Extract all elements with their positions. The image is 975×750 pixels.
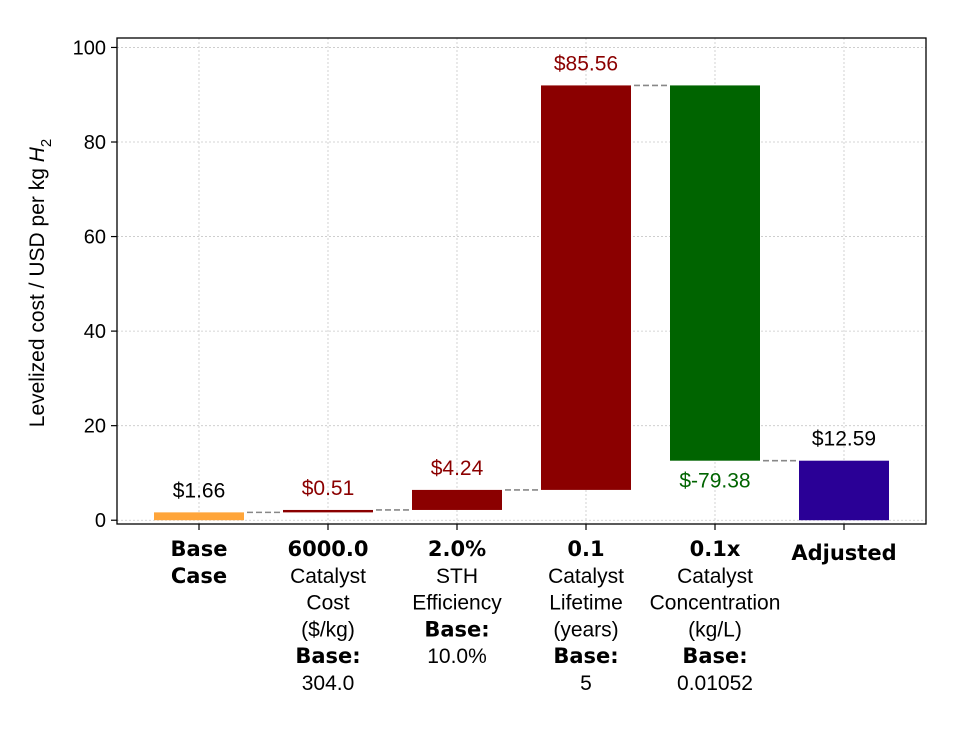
x-category-label-1-line-3: ($/kg) <box>301 618 355 641</box>
x-category-label-3-line-5: 5 <box>580 672 592 695</box>
x-category-label-4-line-2: Concentration <box>650 592 781 615</box>
x-category-label-1-line-1: Catalyst <box>290 565 366 588</box>
bar-4 <box>670 85 760 461</box>
connectors <box>247 84 796 514</box>
x-category-label-0: Base Case <box>171 537 228 588</box>
x-category-label-1-line-0: 6000.0 <box>287 537 368 561</box>
y-axis-label-subscript: 2 <box>38 139 55 147</box>
y-axis: 0 20 40 60 80 100 <box>73 37 845 532</box>
x-category-label-4: 0.1x Catalyst Concentration (kg/L) Base: 0.01… <box>650 537 781 695</box>
y-tick-label-4: 80 <box>84 132 106 154</box>
x-category-label-0-line-1: Case <box>171 564 227 588</box>
bar-0 <box>154 512 244 521</box>
y-axis-label: Levelized cost / USD per kg H2 <box>26 139 55 427</box>
x-category-label-5: Adjusted <box>791 541 896 565</box>
x-category-label-3-line-3: (years) <box>553 618 618 641</box>
x-category-label-3-line-1: Catalyst <box>548 565 624 588</box>
x-category-label-3-line-2: Lifetime <box>549 592 623 615</box>
x-category-label-2-line-4: 10.0% <box>427 645 487 668</box>
bar-annotations: $1.66 $0.51 $4.24 $85.56 $-79.38 $12.59 <box>173 52 876 502</box>
y-tick-label-2: 40 <box>84 321 106 343</box>
bar-annotation-1: $0.51 <box>302 477 355 500</box>
x-category-label-3: 0.1 Catalyst Lifetime (years) Base: 5 <box>548 537 624 695</box>
y-tick-label-5: 100 <box>73 37 106 59</box>
grid <box>117 38 926 524</box>
x-category-label-2: 2.0% STH Efficiency Base: 10.0% <box>412 537 502 668</box>
bar-5 <box>799 460 889 521</box>
plot-frame <box>116 37 927 525</box>
bar-2 <box>412 489 502 510</box>
x-category-label-2-line-0: 2.0% <box>428 537 486 561</box>
x-category-label-4-line-3: (kg/L) <box>688 618 742 641</box>
x-category-label-4-line-5: 0.01052 <box>677 672 753 695</box>
bar-annotation-2: $4.24 <box>431 457 484 480</box>
bars <box>154 85 889 521</box>
x-axis-category-labels: Base Case 6000.0 Catalyst Cost ($/kg) Base: 304… <box>171 537 897 695</box>
x-category-label-1-line-4: Base: <box>295 644 360 668</box>
x-category-label-4-line-1: Catalyst <box>677 565 753 588</box>
y-tick-label-3: 60 <box>84 227 106 249</box>
x-category-label-4-line-0: 0.1x <box>690 537 741 561</box>
x-category-label-3-line-0: 0.1 <box>567 537 604 561</box>
x-category-label-1-line-2: Cost <box>306 592 349 615</box>
x-category-label-1-line-5: 304.0 <box>302 672 355 695</box>
x-category-label-1: 6000.0 Catalyst Cost ($/kg) Base: 304.0 <box>287 537 368 695</box>
bar-3 <box>541 85 631 490</box>
x-category-label-4-line-4: Base: <box>682 644 747 668</box>
y-axis-label-main: Levelized cost / USD per kg <box>26 162 49 427</box>
y-tick-label-1: 20 <box>84 416 106 438</box>
bar-1 <box>283 509 373 513</box>
x-category-label-2-line-2: Efficiency <box>412 592 502 615</box>
bar-annotation-5: $12.59 <box>812 428 876 451</box>
x-category-label-0-line-0: Base <box>171 537 228 561</box>
bar-annotation-4: $-79.38 <box>679 470 750 493</box>
x-category-label-5-line-0: Adjusted <box>791 541 896 565</box>
y-axis-label-italic: H <box>26 146 49 162</box>
bar-annotation-0: $1.66 <box>173 479 226 502</box>
x-category-label-2-line-3: Base: <box>424 617 489 641</box>
x-category-label-2-line-1: STH <box>436 565 478 588</box>
y-tick-label-0: 0 <box>95 510 106 532</box>
x-category-label-3-line-4: Base: <box>553 644 618 668</box>
bar-annotation-3: $85.56 <box>554 52 618 75</box>
